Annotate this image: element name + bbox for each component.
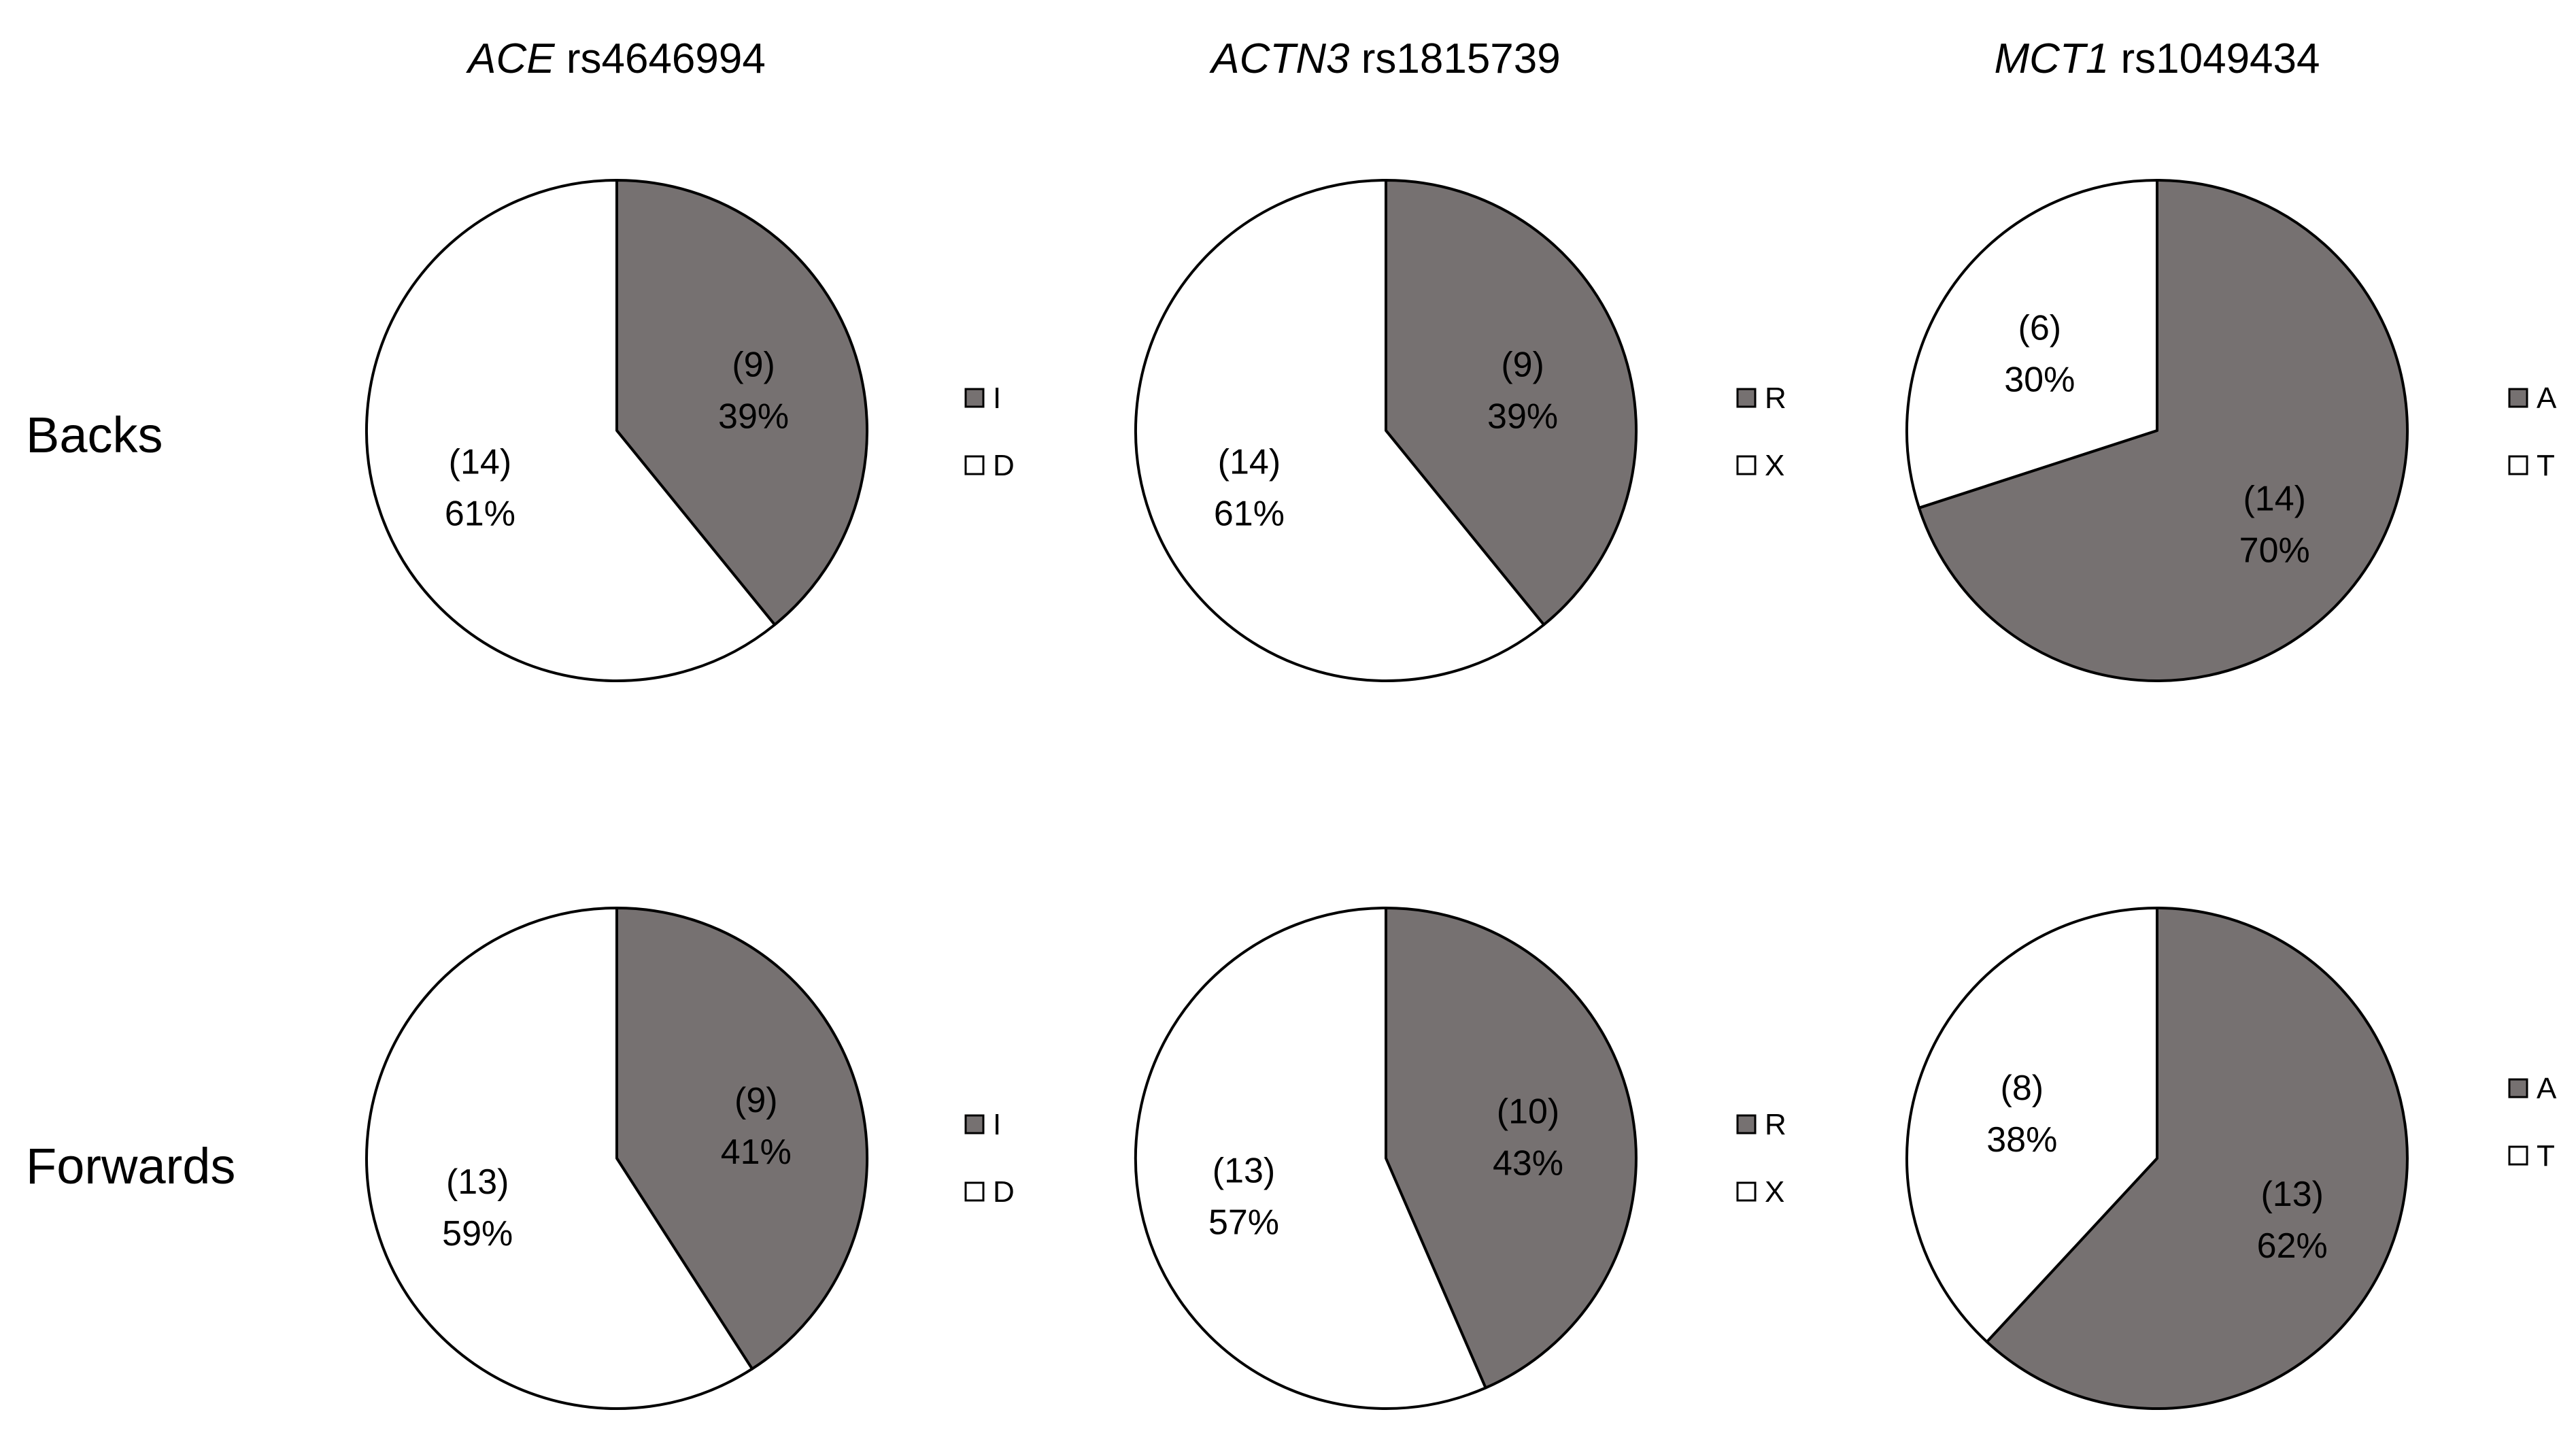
- slice-percent-label: 43%: [1493, 1144, 1563, 1183]
- pie-slice-t: [1905, 907, 2158, 1343]
- slice-percent-label: 38%: [1986, 1120, 2057, 1160]
- pie-slice-a: [1985, 907, 2409, 1410]
- pie-slice-x: [1134, 907, 1487, 1410]
- legend-label-r: R: [1765, 382, 1786, 415]
- legend-label-i: I: [993, 1108, 1001, 1141]
- legend-swatch-light: [2508, 1145, 2528, 1166]
- slice-percent-label: 30%: [2004, 360, 2075, 400]
- legend-label-r: R: [1765, 1108, 1786, 1141]
- legend-label-t: T: [2537, 449, 2555, 482]
- pie-slice-i: [615, 179, 868, 626]
- slice-count-label: (14): [2243, 480, 2305, 519]
- column-title-ace: ACE rs4646994: [465, 35, 766, 82]
- pie-slice-a: [1918, 179, 2409, 682]
- legend-label-a: A: [2537, 382, 2557, 415]
- legend-label-t: T: [2537, 1139, 2555, 1173]
- legend-swatch-dark: [964, 388, 985, 408]
- row-label-forwards: Forwards: [26, 1138, 235, 1194]
- legend-label-a: A: [2537, 1072, 2557, 1105]
- legend-backs-actn3: R X: [1736, 382, 1786, 482]
- slice-percent-label: 57%: [1208, 1203, 1279, 1242]
- row-label-backs: Backs: [26, 407, 163, 463]
- legend-forwards-ace: I D: [964, 1108, 1015, 1209]
- legend-swatch-light: [1736, 1181, 1757, 1202]
- slice-count-label: (6): [2018, 309, 2062, 348]
- slice-count-label: (13): [2260, 1175, 2323, 1214]
- slice-percent-label: 70%: [2239, 531, 2310, 571]
- legend-forwards-actn3: R X: [1736, 1108, 1786, 1209]
- legend-swatch-dark: [2508, 388, 2528, 408]
- slice-count-label: (13): [446, 1162, 509, 1202]
- pie-slice-d: [365, 179, 777, 682]
- legend-label-x: X: [1765, 1175, 1784, 1209]
- slice-count-label: (8): [2001, 1069, 2044, 1108]
- slice-percent-label: 39%: [1487, 397, 1558, 437]
- slice-count-label: (14): [1218, 443, 1281, 482]
- pie-slice-d: [365, 907, 753, 1410]
- slice-percent-label: 62%: [2257, 1226, 2328, 1266]
- slice-count-label: (13): [1213, 1151, 1275, 1190]
- pie-slice-r: [1385, 179, 1638, 626]
- legend-swatch-dark: [2508, 1078, 2528, 1098]
- legend-label-d: D: [993, 449, 1015, 482]
- pie-slice-t: [1905, 179, 2158, 509]
- slice-percent-label: 59%: [442, 1214, 513, 1254]
- legend-swatch-light: [964, 1181, 985, 1202]
- slice-count-label: (10): [1497, 1092, 1559, 1132]
- legend-swatch-dark: [1736, 1114, 1757, 1134]
- column-title-mct1: MCT1 rs1049434: [1994, 35, 2320, 82]
- legend-label-d: D: [993, 1175, 1015, 1209]
- pies: (9) 39% (14) 61% (9) 39% (14) 61% (14) 70% (6) 30% (…: [365, 179, 2409, 1410]
- pie-slice-x: [1134, 179, 1546, 682]
- slice-count-label: (9): [732, 346, 775, 385]
- legend-label-i: I: [993, 382, 1001, 415]
- legend-backs-mct1: A T: [2508, 382, 2557, 482]
- slice-percent-label: 61%: [1214, 494, 1285, 534]
- legend-swatch-dark: [1736, 388, 1757, 408]
- slice-count-label: (14): [449, 443, 511, 482]
- legend-label-x: X: [1765, 449, 1784, 482]
- legend-swatch-light: [1736, 455, 1757, 475]
- legend-swatch-light: [964, 455, 985, 475]
- legend-swatch-dark: [964, 1114, 985, 1134]
- slice-percent-label: 41%: [721, 1132, 792, 1172]
- slice-count-label: (9): [1501, 346, 1544, 385]
- pie-slice-r: [1385, 907, 1638, 1390]
- slice-percent-label: 61%: [445, 494, 515, 534]
- slice-percent-label: 39%: [718, 397, 789, 437]
- slice-count-label: (9): [734, 1081, 778, 1120]
- column-title-actn3: ACTN3 rs1815739: [1208, 35, 1561, 82]
- legend-forwards-mct1: A T: [2508, 1072, 2557, 1173]
- legend-backs-ace: I D: [964, 382, 1015, 482]
- legend-swatch-light: [2508, 455, 2528, 475]
